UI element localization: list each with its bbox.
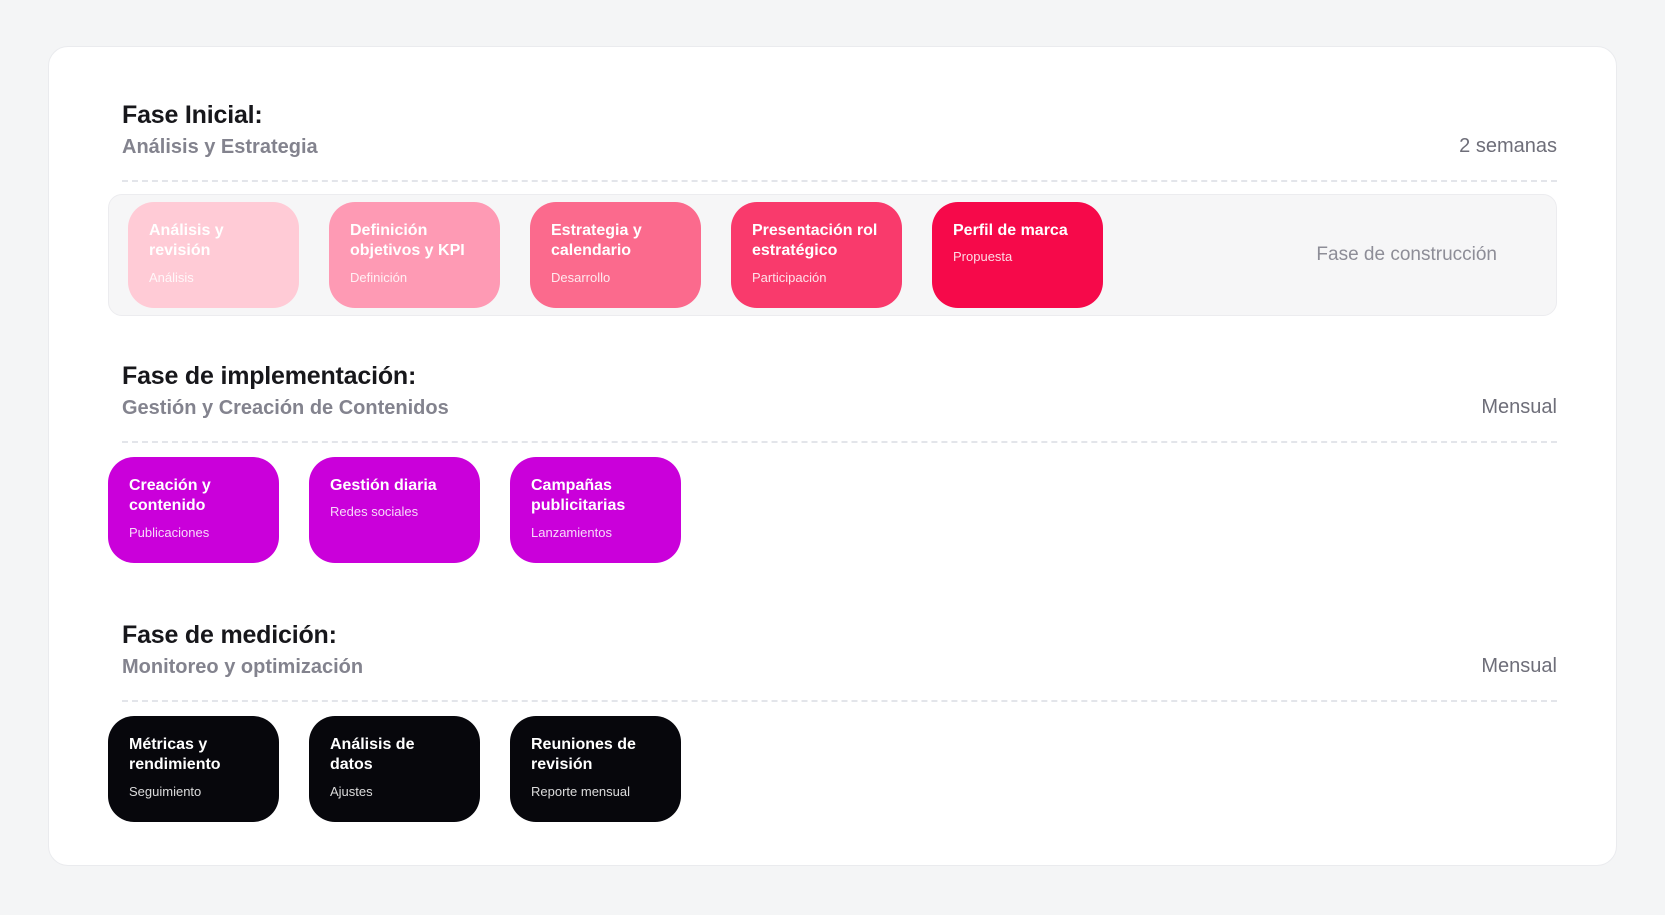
phase-duration-label: 2 semanas (1459, 135, 1557, 157)
cards-row: Creación y contenido Publicaciones Gesti… (108, 457, 1557, 563)
phase-duration-label: Mensual (1481, 396, 1557, 418)
task-card-title: Métricas y rendimiento (129, 736, 221, 774)
task-card: Análisis y revisión Análisis (128, 202, 299, 308)
phase-header: Fase de implementación: Gestión y Creaci… (122, 362, 1557, 419)
phase-header: Fase de medición: Monitoreo y optimizaci… (122, 621, 1557, 678)
task-card-subtitle: Seguimiento (129, 783, 202, 799)
task-card-subtitle: Participación (752, 269, 827, 285)
task-card-title: Reuniones de revisión (531, 736, 636, 774)
task-card-subtitle: Ajustes (330, 783, 373, 799)
phase-subtitle: Monitoreo y optimización (122, 656, 364, 678)
task-card-title: Definición objetivos y KPI (350, 222, 465, 260)
task-card-title: Estrategia y calendario (551, 222, 642, 260)
phase-title: Fase de medición: (122, 621, 337, 649)
task-card: Reuniones de revisión Reporte mensual (510, 716, 681, 822)
phase-title: Fase Inicial: (122, 101, 263, 129)
task-card-subtitle: Desarrollo (551, 269, 611, 285)
task-card: Perfil de marca Propuesta (932, 202, 1103, 308)
task-card: Estrategia y calendario Desarrollo (530, 202, 701, 308)
task-card-subtitle: Reporte mensual (531, 783, 630, 799)
task-card-subtitle: Definición (350, 269, 408, 285)
task-card: Gestión diaria Redes sociales (309, 457, 480, 563)
task-card: Análisis de datos Ajustes (309, 716, 480, 822)
task-card: Definición objetivos y KPI Definición (329, 202, 500, 308)
phases-list: Fase Inicial: Análisis y Estrategia 2 se… (108, 103, 1557, 822)
phase-section: Fase Inicial: Análisis y Estrategia 2 se… (108, 103, 1557, 316)
task-card-subtitle: Redes sociales (330, 504, 419, 520)
cards-row: Análisis y revisión Análisis Definición … (108, 194, 1557, 316)
phase-section: Fase de medición: Monitoreo y optimizaci… (108, 623, 1557, 822)
phase-title: Fase de implementación: (122, 362, 417, 390)
phase-subtitle: Análisis y Estrategia (122, 136, 318, 158)
task-card: Campañas publicitarias Lanzamientos (510, 457, 681, 563)
task-card-title: Gestión diaria (330, 477, 437, 494)
task-card-subtitle: Lanzamientos (531, 524, 612, 540)
task-card-title: Creación y contenido (129, 477, 211, 515)
dashed-divider (122, 441, 1557, 443)
phase-section: Fase de implementación: Gestión y Creaci… (108, 364, 1557, 563)
task-card-title: Perfil de marca (953, 222, 1068, 239)
task-card-title: Presentación rol estratégico (752, 222, 878, 260)
phase-duration-label: Mensual (1481, 655, 1557, 677)
cards-row: Métricas y rendimiento Seguimiento Análi… (108, 716, 1557, 822)
roadmap-panel: Fase Inicial: Análisis y Estrategia 2 se… (48, 46, 1617, 866)
task-card-title: Análisis y revisión (149, 222, 224, 260)
phase-subtitle: Gestión y Creación de Contenidos (122, 397, 449, 419)
task-card-subtitle: Propuesta (953, 249, 1013, 265)
phase-header: Fase Inicial: Análisis y Estrategia 2 se… (122, 101, 1557, 158)
phase-titles: Fase de medición: Monitoreo y optimizaci… (122, 621, 364, 678)
task-card: Métricas y rendimiento Seguimiento (108, 716, 279, 822)
task-card-title: Análisis de datos (330, 736, 415, 774)
task-card: Creación y contenido Publicaciones (108, 457, 279, 563)
task-card: Presentación rol estratégico Participaci… (731, 202, 902, 308)
phase-titles: Fase Inicial: Análisis y Estrategia (122, 101, 318, 158)
task-card-subtitle: Publicaciones (129, 524, 210, 540)
tray-phase-label: Fase de construcción (1316, 244, 1497, 265)
dashed-divider (122, 180, 1557, 182)
phase-titles: Fase de implementación: Gestión y Creaci… (122, 362, 449, 419)
task-card-subtitle: Análisis (149, 269, 194, 285)
task-card-title: Campañas publicitarias (531, 477, 626, 515)
dashed-divider (122, 700, 1557, 702)
